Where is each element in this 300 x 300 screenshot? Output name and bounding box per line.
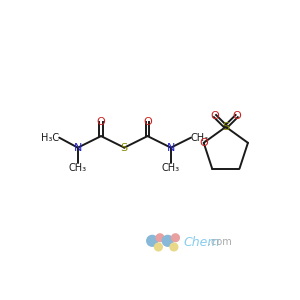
Text: O: O [211,111,219,121]
Circle shape [147,236,158,246]
Text: S: S [222,122,230,132]
Text: .com: .com [208,237,232,248]
Circle shape [170,243,178,251]
Circle shape [162,236,173,246]
Text: H₃C: H₃C [41,133,59,142]
Text: O: O [199,138,208,148]
Circle shape [172,234,179,242]
Circle shape [154,243,162,251]
Circle shape [156,234,164,242]
Text: O: O [97,117,105,127]
Text: N: N [74,143,82,153]
Text: CH₃: CH₃ [191,133,209,142]
Text: O: O [143,117,152,127]
Text: N: N [167,143,175,153]
Text: Chem: Chem [183,236,220,249]
Text: S: S [121,143,128,153]
Text: CH₃: CH₃ [69,163,87,173]
Text: CH₃: CH₃ [162,163,180,173]
Text: O: O [232,111,241,121]
